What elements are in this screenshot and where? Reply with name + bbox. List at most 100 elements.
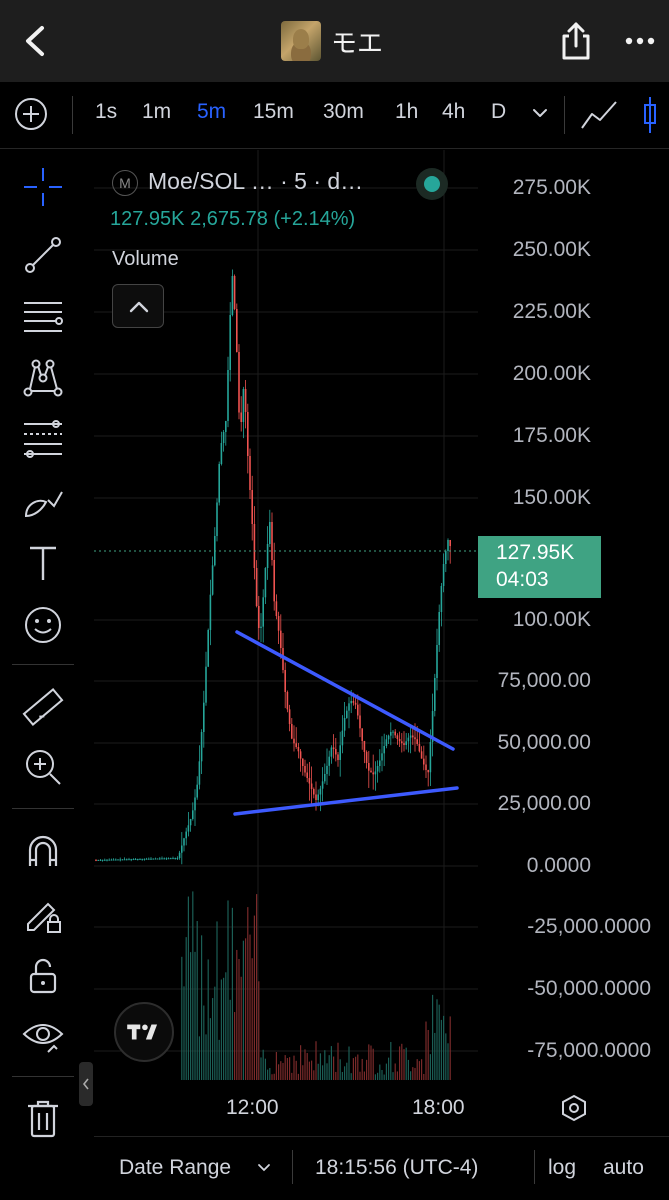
volume-bar	[238, 959, 240, 1080]
candle-body	[170, 858, 172, 860]
volume-bar	[267, 1069, 269, 1080]
volume-bar	[319, 1053, 321, 1080]
interval-1m[interactable]: 1m	[142, 100, 172, 123]
candle-body	[150, 858, 152, 860]
volume-bar	[240, 976, 242, 1080]
interval-d[interactable]: D	[491, 100, 507, 123]
volume-bar	[229, 999, 231, 1080]
volume-bar	[220, 979, 222, 1080]
volume-bar	[357, 1054, 359, 1080]
volume-bar	[198, 1036, 200, 1080]
more-horizontal-icon[interactable]	[624, 28, 656, 54]
timezone-clock[interactable]: 18:15:56 (UTC-4)	[315, 1156, 479, 1179]
candle-body	[163, 858, 165, 860]
candle-body	[324, 774, 326, 782]
volume-bar	[249, 934, 251, 1080]
candle-body	[291, 724, 293, 739]
volume-bar	[203, 1005, 205, 1080]
date-range-button[interactable]: Date Range	[119, 1156, 232, 1179]
candle-body	[178, 852, 181, 859]
lock-drawing-icon[interactable]	[20, 892, 66, 938]
eye-icon[interactable]	[20, 1012, 66, 1058]
symbol-label[interactable]: Moe/SOL … · 5 · d…	[148, 168, 364, 194]
candle-body	[152, 858, 154, 860]
pattern-icon[interactable]	[20, 354, 66, 400]
candle-body	[403, 743, 405, 745]
candle-body	[350, 701, 352, 704]
candle-body	[326, 765, 328, 774]
candle-body	[185, 831, 187, 839]
price-label: 225.00K	[512, 300, 591, 323]
interval-4h[interactable]: 4h	[442, 100, 466, 123]
collapse-legend-button[interactable]	[112, 284, 164, 328]
price-chart[interactable]	[94, 150, 669, 1080]
magnet-icon[interactable]	[20, 828, 66, 874]
candles-icon[interactable]	[640, 95, 669, 135]
candle-body	[233, 276, 236, 309]
zoom-in-icon[interactable]	[20, 744, 66, 790]
ruler-icon[interactable]	[20, 684, 66, 730]
line-chart-icon[interactable]	[580, 98, 620, 132]
fib-retracement-icon[interactable]	[20, 416, 66, 462]
text-icon[interactable]	[20, 540, 66, 586]
interval-30m[interactable]: 30m	[323, 100, 364, 123]
chevron-down-icon[interactable]	[257, 1163, 271, 1173]
price-label: 25,000.00	[497, 792, 591, 815]
interval-1s[interactable]: 1s	[95, 100, 118, 123]
volume-bar	[185, 937, 187, 1080]
candle-body	[128, 859, 130, 861]
candle-body	[449, 540, 451, 547]
interval-15m[interactable]: 15m	[253, 100, 294, 123]
horizontal-lines-icon[interactable]	[20, 294, 66, 340]
volume-bar	[377, 1072, 379, 1080]
volume-bar	[194, 951, 196, 1080]
candle-body	[442, 564, 445, 586]
add-symbol-icon[interactable]	[14, 97, 48, 131]
volume-bar	[260, 1057, 262, 1080]
ascending-trendline	[233, 786, 459, 816]
trend-line-icon[interactable]	[20, 232, 66, 278]
chevron-left-icon[interactable]	[18, 22, 52, 60]
candle-body	[172, 858, 174, 860]
toolbar-collapse-handle[interactable]	[79, 1062, 93, 1106]
candle-body	[264, 568, 267, 598]
brush-icon[interactable]	[20, 478, 66, 524]
candle-body	[187, 825, 190, 832]
chevron-down-icon[interactable]	[531, 106, 549, 120]
candle-body	[200, 732, 203, 762]
volume-bar	[196, 921, 198, 1080]
volume-bar	[207, 959, 209, 1080]
volume-bar	[293, 1055, 295, 1080]
log-scale-toggle[interactable]: log	[548, 1156, 577, 1179]
volume-bar	[370, 1045, 372, 1080]
candle-body	[310, 783, 313, 789]
candle-body	[242, 389, 245, 422]
chart-settings-icon[interactable]	[560, 1094, 588, 1122]
tradingview-logo[interactable]	[114, 1002, 174, 1062]
volume-bar	[297, 1073, 299, 1080]
candle-body	[110, 859, 113, 861]
emoji-icon[interactable]	[20, 602, 66, 648]
volume-bar	[368, 1044, 370, 1080]
volume-bar	[348, 1046, 350, 1080]
volume-bar	[275, 1051, 277, 1080]
volume-bar	[269, 1067, 271, 1080]
crosshair-icon[interactable]	[20, 164, 66, 210]
candle-body	[368, 763, 370, 771]
trash-icon[interactable]	[20, 1096, 66, 1142]
interval-1h[interactable]: 1h	[395, 100, 419, 123]
volume-label[interactable]: Volume	[112, 248, 179, 270]
candle-body	[315, 794, 317, 800]
candle-body	[247, 412, 249, 456]
auto-scale-toggle[interactable]: auto	[603, 1156, 644, 1179]
volume-bar	[372, 1048, 374, 1080]
price-label: 150.00K	[512, 486, 591, 509]
candle-body	[365, 752, 368, 763]
divider	[534, 1150, 535, 1184]
volume-bar	[236, 949, 238, 1080]
volume-bar	[335, 1071, 337, 1080]
interval-5m[interactable]: 5m	[197, 100, 227, 123]
volume-bar	[256, 894, 258, 1080]
unlock-icon[interactable]	[20, 952, 66, 998]
share-icon[interactable]	[560, 20, 592, 62]
